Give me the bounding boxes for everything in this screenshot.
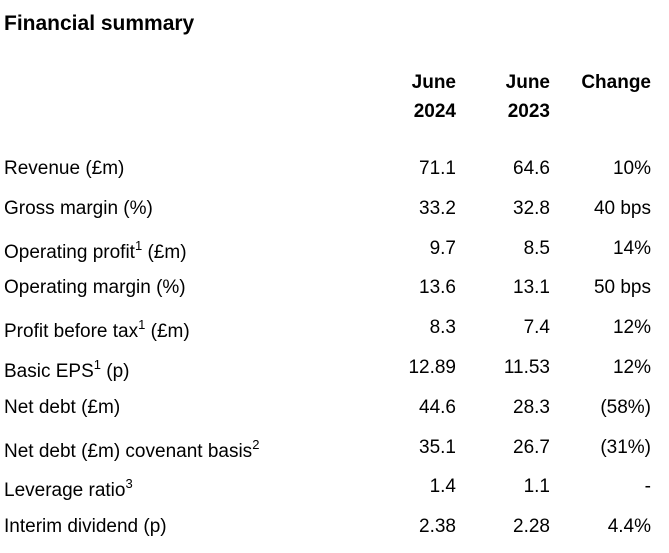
row-label-text: Gross margin (%) xyxy=(4,197,153,219)
value-change: 12% xyxy=(612,356,651,378)
row-label-text: Basic EPS xyxy=(4,360,94,382)
row-label: Operating profit1 (£m) xyxy=(4,237,187,266)
table-row: Interim dividend (p) 2.38 2.28 4.4% xyxy=(0,508,669,548)
value-june-2024: 12.89 xyxy=(408,356,456,378)
value-change: - xyxy=(644,476,651,498)
table-row: Net debt (£m) covenant basis2 35.1 26.7 … xyxy=(0,429,669,469)
row-label: Revenue (£m) xyxy=(4,157,124,181)
table-row: Operating profit1 (£m) 9.7 8.5 14% xyxy=(0,230,669,270)
value-change: (31%) xyxy=(600,436,651,458)
value-june-2023: 7.4 xyxy=(523,317,550,339)
row-label-suffix: (£m) xyxy=(142,241,187,263)
column-header-june-2024: June 2024 xyxy=(412,68,456,126)
column-header-line1: June xyxy=(505,72,550,93)
value-change: 12% xyxy=(612,317,651,339)
row-label-text: Profit before tax xyxy=(4,321,139,343)
financial-table: Revenue (£m) 71.1 64.6 10% Gross margin … xyxy=(0,150,669,548)
column-header-line1: Change xyxy=(581,72,651,93)
value-june-2023: 13.1 xyxy=(513,277,550,299)
value-june-2024: 1.4 xyxy=(429,476,456,498)
value-june-2024: 35.1 xyxy=(419,436,456,458)
value-june-2024: 13.6 xyxy=(419,277,456,299)
row-label-text: Revenue (£m) xyxy=(4,158,125,179)
row-label-text: Leverage ratio xyxy=(4,480,126,502)
value-june-2024: 2.38 xyxy=(419,516,456,538)
value-june-2023: 28.3 xyxy=(513,396,550,418)
table-row: Net debt (£m) 44.6 28.3 (58%) xyxy=(0,389,669,429)
row-label: Gross margin (%) xyxy=(4,197,153,221)
row-label-text: Operating margin (%) xyxy=(4,277,186,299)
row-label-text: Net debt (£m) xyxy=(4,396,121,418)
column-header-line1: June xyxy=(411,72,456,93)
table-row: Operating margin (%) 13.6 13.1 50 bps xyxy=(0,269,669,309)
value-june-2023: 64.6 xyxy=(513,158,550,179)
table-row: Profit before tax1 (£m) 8.3 7.4 12% xyxy=(0,309,669,349)
value-june-2023: 8.5 xyxy=(523,237,550,259)
row-label-text: Operating profit xyxy=(4,241,135,263)
value-change: 50 bps xyxy=(593,277,651,299)
row-label: Profit before tax1 (£m) xyxy=(4,317,190,345)
value-june-2023: 11.53 xyxy=(503,356,550,378)
row-label: Operating margin (%) xyxy=(4,276,186,300)
footnote-marker: 1 xyxy=(93,356,101,372)
footnote-marker: 2 xyxy=(252,436,260,452)
value-june-2024: 8.3 xyxy=(429,317,456,339)
value-june-2024: 71.1 xyxy=(419,158,456,179)
row-label: Net debt (£m) xyxy=(4,396,120,420)
footnote-marker: 1 xyxy=(138,317,146,333)
row-label-suffix: (p) xyxy=(101,360,130,382)
table-row: Leverage ratio3 1.4 1.1 - xyxy=(0,468,669,508)
page-title: Financial summary xyxy=(4,12,195,35)
row-label-text: Net debt (£m) covenant basis xyxy=(4,440,253,462)
value-change: 14% xyxy=(612,237,651,259)
value-change: 40 bps xyxy=(593,197,651,219)
table-row: Gross margin (%) 33.2 32.8 40 bps xyxy=(0,190,669,230)
value-june-2023: 32.8 xyxy=(513,197,550,219)
table-row: Revenue (£m) 71.1 64.6 10% xyxy=(0,150,669,190)
column-header-line2: 2023 xyxy=(507,101,550,122)
row-label: Leverage ratio3 xyxy=(4,476,133,504)
value-june-2023: 26.7 xyxy=(513,436,550,458)
value-june-2023: 1.1 xyxy=(523,476,550,498)
footnote-marker: 3 xyxy=(125,476,133,492)
value-june-2023: 2.28 xyxy=(513,516,550,538)
column-header-line2: 2024 xyxy=(413,101,456,122)
row-label: Interim dividend (p) xyxy=(4,515,167,539)
value-june-2024: 33.2 xyxy=(419,197,456,219)
table-row: Basic EPS1 (p) 12.89 11.53 12% xyxy=(0,349,669,389)
value-change: (58%) xyxy=(600,396,651,418)
row-label: Basic EPS1 (p) xyxy=(4,356,130,385)
row-label-suffix: (£m) xyxy=(145,321,190,343)
value-june-2024: 9.7 xyxy=(429,237,456,259)
value-change: 4.4% xyxy=(607,516,651,538)
table-header: June 2024 June 2023 Change xyxy=(0,68,669,128)
value-june-2024: 44.6 xyxy=(419,396,456,418)
column-header-change: Change xyxy=(581,68,651,97)
row-label-text: Interim dividend (p) xyxy=(4,516,167,538)
row-label: Net debt (£m) covenant basis2 xyxy=(4,436,260,465)
column-header-june-2023: June 2023 xyxy=(506,68,550,126)
footnote-marker: 1 xyxy=(134,237,143,253)
value-change: 10% xyxy=(612,158,651,179)
